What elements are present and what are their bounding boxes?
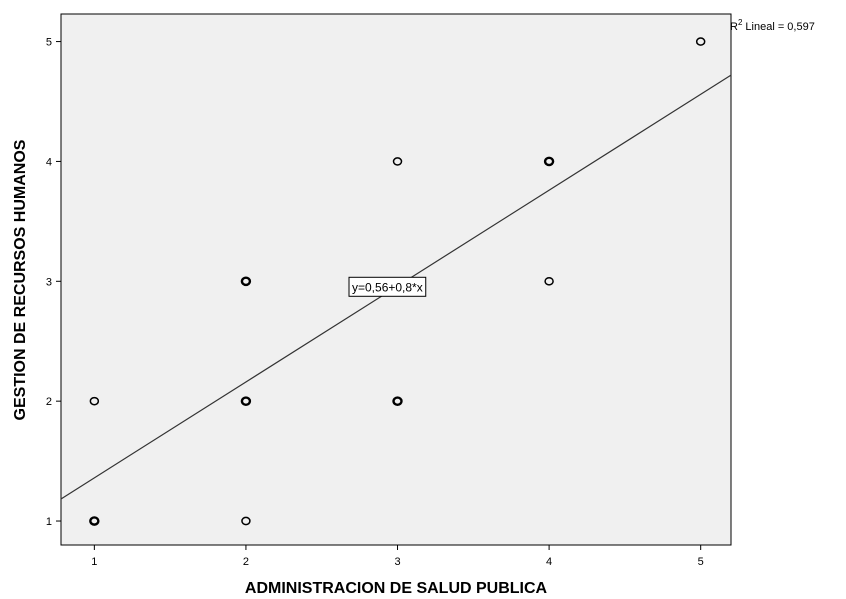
x-tick-label: 5 [698,556,704,568]
x-tick-label: 3 [394,556,400,568]
data-point [695,37,706,46]
equation-label: y=0,56+0,8*x [348,276,427,297]
x-tick-label: 4 [546,556,552,568]
x-axis-title: ADMINISTRACION DE SALUD PUBLICA [245,580,548,597]
x-tick-label: 2 [243,556,249,568]
y-axis: 1 2 3 4 5 [46,37,61,528]
data-point [89,516,100,526]
data-points [89,37,706,526]
y-tick-label: 5 [46,37,52,49]
data-point [240,276,252,287]
r-squared-label: R2 Lineal = 0,597 [730,18,815,33]
y-axis-title: GESTION DE RECURSOS HUMANOS [12,139,29,420]
r-squared-symbol: R [730,21,738,33]
data-point [392,396,403,406]
x-axis: 1 2 3 4 5 [91,545,704,568]
y-tick-label: 3 [46,276,52,288]
equation-box [348,276,427,297]
data-point [241,516,251,526]
data-point [543,156,555,167]
data-point [240,396,252,406]
y-tick-label: 4 [46,156,52,168]
r-squared-superscript: 2 [738,18,743,27]
data-point [392,157,403,166]
data-point [544,276,554,286]
data-point [89,396,100,406]
x-tick-label: 1 [91,556,97,568]
y-tick-label: 1 [46,516,52,528]
equation-text: y=0,56+0,8*x [352,280,423,294]
y-tick-label: 2 [46,396,52,408]
r-squared-text: Lineal = 0,597 [745,21,814,33]
